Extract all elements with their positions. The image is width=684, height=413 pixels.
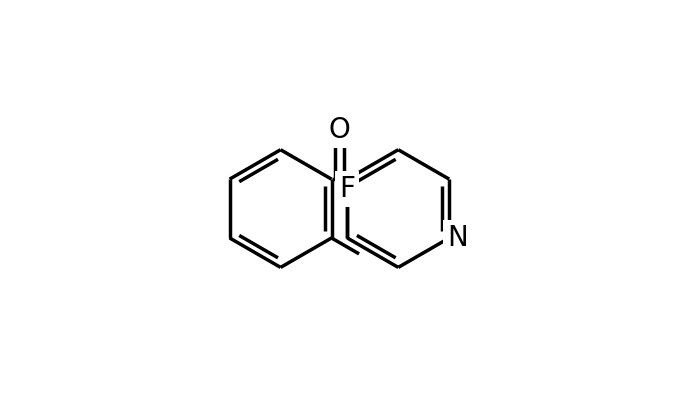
- Text: O: O: [328, 116, 350, 144]
- Text: N: N: [447, 224, 468, 252]
- Text: F: F: [339, 175, 355, 203]
